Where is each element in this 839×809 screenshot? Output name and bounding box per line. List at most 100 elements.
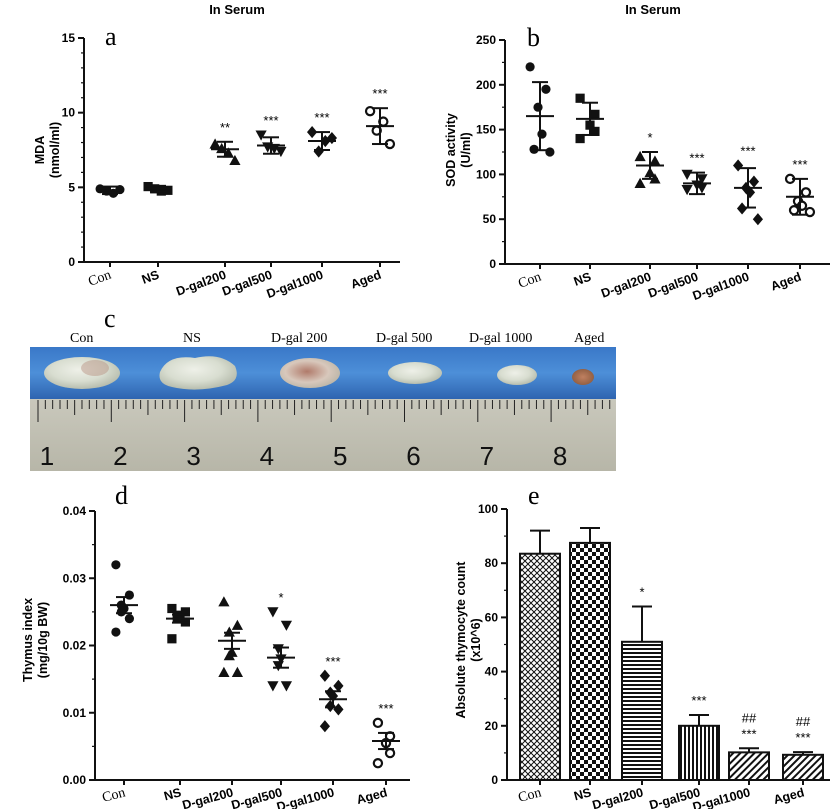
point-a-3-3 [275, 146, 287, 158]
photo-label-dgal1000: D-gal 1000 [469, 331, 532, 346]
y-tick-label-b-2: 100 [476, 167, 496, 181]
point-d-0-6 [111, 627, 121, 637]
y-tick-label-b-5: 250 [476, 33, 496, 47]
significance-b-5: *** [792, 157, 807, 172]
y-tick-label-a-0: 0 [68, 255, 75, 269]
y-axis-label-a: MDA(nmol/ml) [33, 122, 62, 178]
point-d-4-6 [319, 720, 330, 733]
category-label-d-5: Aged [355, 785, 389, 807]
category-label-e-1: NS [572, 785, 592, 803]
thymus-con-spot [81, 360, 109, 376]
y-tick-label-e-4: 80 [485, 556, 499, 570]
panel-label-c: c [104, 304, 116, 333]
y-tick-label-b-0: 0 [489, 257, 496, 271]
y-axis-label-b-line2: (U/ml) [459, 132, 473, 167]
category-label-a-4: D-gal1000 [265, 268, 325, 301]
significance-e-3: *** [691, 693, 706, 708]
thymus-ns [159, 356, 237, 390]
significance-d-3: * [278, 590, 283, 605]
y-tick-label-a-1: 5 [68, 180, 75, 194]
y-tick-label-e-2: 40 [485, 665, 499, 679]
thymus-photo-panel: c Con NS D-gal 200 D-gal 500 D-gal 1000 … [30, 304, 616, 471]
point-b-3-1 [696, 174, 708, 185]
point-b-0-1 [541, 84, 551, 94]
point-a-1-0 [143, 181, 153, 192]
category-label-e-0: Con [517, 785, 543, 806]
significance-b-3: *** [689, 151, 704, 166]
point-d-3-4 [272, 661, 284, 672]
bar-e-3 [678, 724, 720, 781]
photo-label-aged: Aged [574, 331, 604, 346]
ruler-number-1: 2 [113, 441, 127, 471]
point-b-5-1 [800, 187, 812, 198]
y-axis-label-a-line2: (nmol/ml) [48, 122, 62, 178]
point-a-4-0 [307, 125, 318, 139]
y-axis-label-d-line2: (mg/10g BW) [36, 602, 50, 678]
chart-d-thymus-index: d Thymus index(mg/10g BW) 0.00 0.01 0.02 0.03… [21, 481, 410, 809]
y-tick-label-a-3: 15 [62, 31, 76, 45]
significance-d-4: *** [325, 654, 340, 669]
point-b-2-1 [649, 155, 661, 166]
point-b-2-0 [634, 150, 646, 162]
point-b-1-1 [590, 109, 600, 119]
category-label-d-4: D-gal1000 [275, 785, 336, 809]
photo-label-ns: NS [183, 331, 201, 346]
ruler-number-2: 3 [186, 441, 200, 471]
category-label-d-0: Con [101, 785, 127, 806]
point-d-1-1 [180, 607, 190, 617]
panel-label-b: b [527, 23, 540, 52]
y-axis-label-b: SOD activity(U/ml) [444, 113, 473, 187]
y-tick-label-d-0: 0.00 [63, 773, 87, 787]
point-b-0-0 [525, 62, 535, 72]
chart-e-thymocyte-count: e Absolute thymocyte count(x10^6) 0 20 40 60 8… [454, 481, 830, 809]
category-label-d-2: D-gal200 [181, 785, 235, 809]
point-d-0-0 [111, 560, 121, 570]
point-b-4-0 [733, 159, 744, 172]
y-axis-label-b-line1: SOD activity [444, 113, 458, 187]
photo-label-dgal200: D-gal 200 [271, 331, 327, 346]
point-b-1-0 [575, 93, 585, 103]
y-tick-label-d-2: 0.02 [63, 639, 87, 653]
point-d-3-0 [267, 607, 279, 618]
significance-a-4: *** [314, 110, 329, 125]
category-label-e-2: D-gal200 [591, 785, 645, 809]
y-axis-label-e: Absolute thymocyte count(x10^6) [454, 561, 483, 719]
point-b-0-2 [533, 102, 543, 112]
point-d-2-0 [218, 596, 230, 607]
y-tick-label-b-3: 150 [476, 123, 496, 137]
panel-label-d: d [115, 481, 128, 510]
point-a-1-3 [163, 185, 173, 195]
bar-e-0 [519, 552, 561, 782]
point-d-5-3 [384, 747, 396, 759]
y-tick-label-d-1: 0.01 [63, 706, 87, 720]
point-b-2-4 [634, 177, 646, 188]
point-d-3-6 [267, 681, 279, 692]
point-d-2-5 [231, 666, 243, 677]
y-tick-label-d-4: 0.04 [63, 504, 87, 518]
point-d-4-2 [325, 686, 336, 699]
category-label-d-1: NS [162, 785, 182, 803]
point-b-1-4 [575, 133, 585, 144]
point-d-3-2 [272, 644, 284, 655]
point-d-3-5 [280, 681, 292, 692]
y-tick-label-a-2: 10 [62, 106, 76, 120]
point-b-3-3 [696, 183, 708, 194]
bar-e-4 [728, 751, 770, 781]
chart-a-mda: a In Serum MDA(nmol/ml) 0 5 10 15 Con NS D-gal200… [33, 2, 400, 301]
point-d-2-6 [218, 666, 230, 677]
point-d-2-1 [231, 619, 243, 630]
category-label-a-0: Con [86, 268, 113, 290]
point-d-4-5 [333, 703, 344, 716]
point-d-3-1 [280, 620, 292, 631]
point-b-1-3 [590, 126, 600, 136]
point-d-5-0 [372, 717, 384, 729]
category-label-e-5: Aged [772, 785, 806, 807]
ruler-number-4: 5 [333, 441, 347, 471]
category-label-b-0: Con [516, 270, 543, 292]
y-tick-label-b-4: 200 [476, 78, 496, 92]
ruler-ticks [37, 400, 611, 422]
ruler-number-3: 4 [260, 441, 274, 471]
ruler [30, 399, 616, 471]
point-b-4-1 [748, 175, 760, 188]
